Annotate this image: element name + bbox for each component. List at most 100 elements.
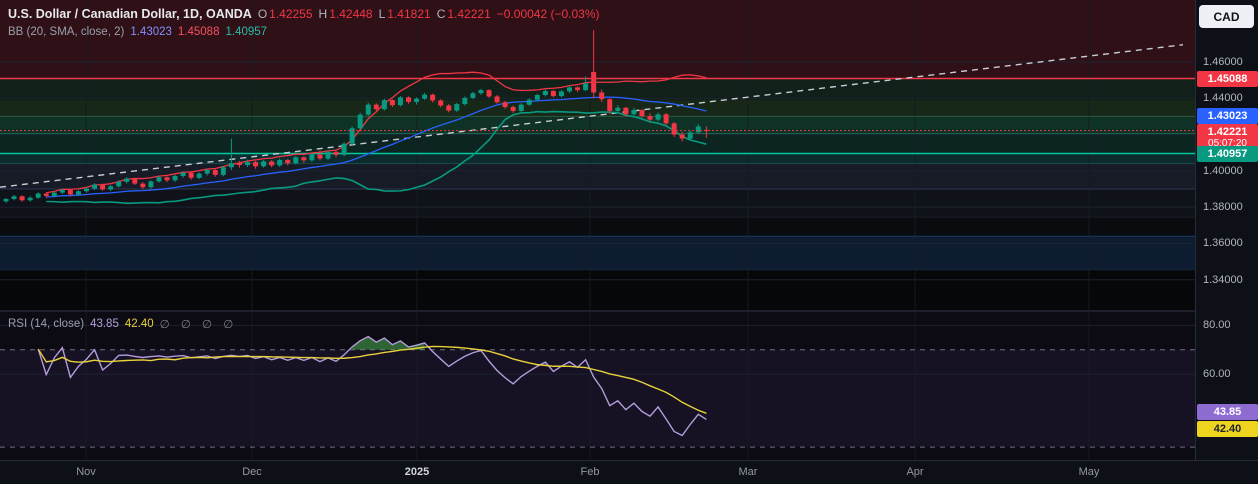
candle-body xyxy=(591,71,597,93)
candle-body xyxy=(132,178,138,184)
candle-body xyxy=(11,196,17,200)
candle-body xyxy=(27,197,33,201)
rsi-indicator-title[interactable]: RSI (14, close) xyxy=(8,318,85,330)
price-zone xyxy=(0,100,1195,117)
candle-body xyxy=(671,123,677,135)
symbol-title[interactable]: U.S. Dollar / Canadian Dollar, 1D, OANDA xyxy=(8,7,252,21)
candle-body xyxy=(156,177,162,182)
rsi-ma-badge: 42.40 xyxy=(1197,421,1258,438)
candle-body xyxy=(59,189,65,193)
candle-body xyxy=(438,100,444,106)
candle-body xyxy=(357,114,363,129)
price-axis[interactable]: 1.46000 1.44000 1.40000 1.38000 1.36000 1.340… xyxy=(1195,0,1258,460)
price-zone xyxy=(0,217,1195,237)
candle-body xyxy=(397,97,403,106)
time-axis-label: Apr xyxy=(906,466,924,478)
ohlc-high: H 1.42448 xyxy=(319,7,373,21)
candle-body xyxy=(639,110,645,117)
price-zone xyxy=(0,269,1195,310)
price-zone xyxy=(0,153,1195,164)
price-legend: U.S. Dollar / Canadian Dollar, 1D, OANDA… xyxy=(8,5,600,41)
time-axis-label: May xyxy=(1078,466,1100,478)
candle-body xyxy=(140,183,146,188)
candle-body xyxy=(92,184,98,189)
currency-toggle-button[interactable]: CAD xyxy=(1199,5,1254,28)
candle-body xyxy=(293,157,299,164)
candle-body xyxy=(277,159,283,166)
candle-body xyxy=(196,173,202,178)
candle-body xyxy=(325,151,331,159)
time-axis-label: 2025 xyxy=(404,466,430,478)
candle-body xyxy=(558,91,564,97)
candle-body xyxy=(19,196,25,201)
time-axis-label: Feb xyxy=(580,466,600,478)
bb-lower-line xyxy=(46,110,707,205)
candle-body xyxy=(253,162,259,167)
bb-basis-badge: 1.43023 xyxy=(1197,108,1258,124)
candle-body xyxy=(212,169,218,175)
candle-body xyxy=(51,192,57,196)
candle-body xyxy=(478,90,484,94)
candle-body xyxy=(502,102,508,107)
candle-body xyxy=(228,163,234,168)
price-axis-label: 1.46000 xyxy=(1203,55,1243,68)
candle-body xyxy=(430,94,436,101)
chart-canvas[interactable] xyxy=(0,0,1195,460)
rsi-ma-line xyxy=(37,345,707,414)
price-axis-label: 1.36000 xyxy=(1203,237,1243,250)
high-label: H xyxy=(318,7,328,21)
candle-body xyxy=(462,97,468,105)
symbol-legend-row: U.S. Dollar / Canadian Dollar, 1D, OANDA… xyxy=(8,5,600,23)
candle-body xyxy=(575,87,581,91)
price-axis-label: 1.34000 xyxy=(1203,273,1243,286)
candle-body xyxy=(623,107,629,115)
bb-lower-badge: 1.40957 xyxy=(1197,145,1258,162)
price-zone xyxy=(0,163,1195,190)
bb-upper-value: 1.45088 xyxy=(177,26,220,38)
trendline xyxy=(0,44,1184,188)
price-zone xyxy=(0,0,1195,79)
candle-body xyxy=(67,189,73,195)
candle-body xyxy=(615,107,621,111)
candle-body xyxy=(164,177,170,181)
candle-body xyxy=(607,99,613,111)
time-axis-label: Nov xyxy=(76,466,96,478)
price-zone xyxy=(0,78,1195,101)
price-zone xyxy=(0,133,1195,154)
candle-body xyxy=(100,184,106,190)
ohlc-open: O 1.42255 xyxy=(258,7,313,21)
time-axis-label: Dec xyxy=(242,466,262,478)
rsi-overbought-fill xyxy=(352,336,425,350)
candle-body xyxy=(261,161,267,167)
candle-body xyxy=(679,134,685,139)
candle-body xyxy=(494,96,500,103)
candle-body xyxy=(550,91,556,97)
candle-body xyxy=(389,100,395,106)
price-axis-label: 1.44000 xyxy=(1203,92,1243,105)
candle-body xyxy=(317,154,323,159)
price-zone xyxy=(0,189,1195,218)
price-axis-label: 1.40000 xyxy=(1203,164,1243,177)
price-zone xyxy=(0,116,1195,134)
bar-countdown-timer: 05:07:20 xyxy=(1208,137,1247,149)
candle-body xyxy=(188,172,194,178)
candle-body xyxy=(446,105,452,111)
bb-legend-row: BB (20, SMA, close, 2) 1.43023 1.45088 1… xyxy=(8,23,600,41)
candle-body xyxy=(422,94,428,99)
open-value: 1.42255 xyxy=(269,7,313,21)
rsi-value-badge: 43.85 xyxy=(1197,404,1258,421)
candle-body xyxy=(631,110,637,115)
candle-body xyxy=(35,193,41,198)
candle-body xyxy=(373,104,379,110)
bb-indicator-title[interactable]: BB (20, SMA, close, 2) xyxy=(8,26,125,38)
candle-body xyxy=(454,104,460,111)
rsi-axis-label: 80.00 xyxy=(1203,319,1231,332)
rsi-band-fill xyxy=(0,349,1195,448)
candle-body xyxy=(542,91,548,96)
candle-body xyxy=(301,157,307,161)
candle-body xyxy=(341,143,347,155)
ohlc-low: L 1.41821 xyxy=(379,7,431,21)
price-zone xyxy=(0,236,1195,270)
time-axis[interactable]: Nov Dec 2025 Feb Mar Apr May xyxy=(0,460,1258,484)
low-label: L xyxy=(378,7,386,21)
